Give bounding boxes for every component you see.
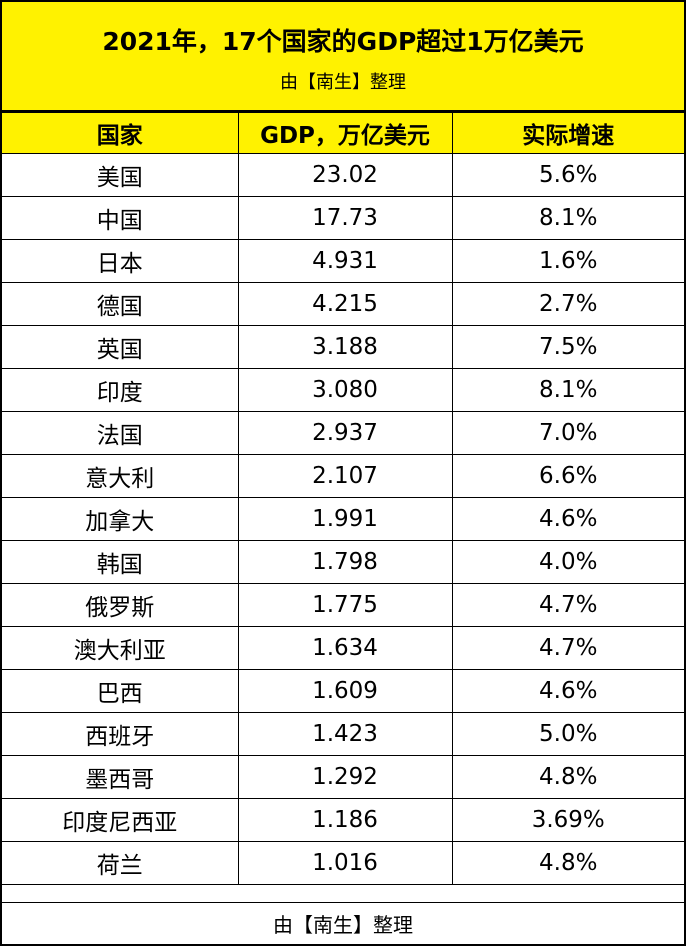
footer: 由【南生】整理: [2, 902, 684, 947]
table-row: 意大利 2.107 6.6%: [2, 454, 684, 498]
table-cell: 1.292: [237, 755, 453, 799]
table-row: 西班牙 1.423 5.0%: [2, 712, 684, 756]
table-row: 美国 23.02 5.6%: [2, 153, 684, 197]
table-cell: 2.7%: [451, 282, 684, 326]
table-cell: 印度: [2, 368, 239, 412]
table-cell: 3.69%: [451, 798, 684, 842]
table-row: 中国 17.73 8.1%: [2, 196, 684, 240]
table-cell: 加拿大: [2, 497, 239, 541]
table-row: 法国 2.937 7.0%: [2, 411, 684, 455]
table-row: 印度 3.080 8.1%: [2, 368, 684, 412]
table-cell: 1.991: [237, 497, 453, 541]
column-header: 实际增速: [451, 112, 684, 154]
table-cell: 4.0%: [451, 540, 684, 584]
table-cell: 23.02: [237, 153, 453, 197]
table-cell: 1.634: [237, 626, 453, 670]
table-row: 日本 4.931 1.6%: [2, 239, 684, 283]
table-cell: 德国: [2, 282, 239, 326]
table-cell: 7.0%: [451, 411, 684, 455]
table-cell: 意大利: [2, 454, 239, 498]
table-cell: 1.186: [237, 798, 453, 842]
table-cell: 荷兰: [2, 841, 239, 885]
table-row: 巴西 1.609 4.6%: [2, 669, 684, 713]
table-cell: 1.798: [237, 540, 453, 584]
table-cell: 3.080: [237, 368, 453, 412]
table-cell: 4.7%: [451, 626, 684, 670]
table-cell: 西班牙: [2, 712, 239, 756]
table-cell: 1.609: [237, 669, 453, 713]
table-cell: 5.6%: [451, 153, 684, 197]
table-cell: 6.6%: [451, 454, 684, 498]
table-row: 加拿大 1.991 4.6%: [2, 497, 684, 541]
table-row: 墨西哥 1.292 4.8%: [2, 755, 684, 799]
table-cell: 1.016: [237, 841, 453, 885]
table-cell: 4.215: [237, 282, 453, 326]
table-cell: 1.423: [237, 712, 453, 756]
table-cell: 印度尼西亚: [2, 798, 239, 842]
table-cell: 日本: [2, 239, 239, 283]
table-cell: 4.6%: [451, 669, 684, 713]
table-cell: 巴西: [2, 669, 239, 713]
table-cell: 4.8%: [451, 755, 684, 799]
table-cell: 俄罗斯: [2, 583, 239, 627]
table-cell: 法国: [2, 411, 239, 455]
table-cell: 2.107: [237, 454, 453, 498]
title-block: 2021年，17个国家的GDP超过1万亿美元 由【南生】整理: [2, 2, 684, 112]
table-row: 韩国 1.798 4.0%: [2, 540, 684, 584]
table-cell: 墨西哥: [2, 755, 239, 799]
gdp-table: 国家 GDP，万亿美元 实际增速 美国 23.02 5.6% 中国 17.73 8.1% 日本 4…: [2, 112, 684, 885]
table-cell: 2.937: [237, 411, 453, 455]
header-row: 国家 GDP，万亿美元 实际增速: [2, 112, 684, 154]
title: 2021年，17个国家的GDP超过1万亿美元: [102, 27, 584, 56]
table-cell: 5.0%: [451, 712, 684, 756]
table-cell: 1.775: [237, 583, 453, 627]
table-cell: 美国: [2, 153, 239, 197]
column-header: 国家: [2, 112, 239, 154]
table-row: 俄罗斯 1.775 4.7%: [2, 583, 684, 627]
table-row: 英国 3.188 7.5%: [2, 325, 684, 369]
subtitle: 由【南生】整理: [280, 72, 406, 93]
table-cell: 4.8%: [451, 841, 684, 885]
table-cell: 7.5%: [451, 325, 684, 369]
table-cell: 澳大利亚: [2, 626, 239, 670]
table-cell: 8.1%: [451, 368, 684, 412]
table-cell: 1.6%: [451, 239, 684, 283]
table-row: 德国 4.215 2.7%: [2, 282, 684, 326]
table-cell: 英国: [2, 325, 239, 369]
table-cell: 4.931: [237, 239, 453, 283]
table-cell: 4.6%: [451, 497, 684, 541]
column-header: GDP，万亿美元: [237, 112, 453, 154]
table-cell: 4.7%: [451, 583, 684, 627]
table-cell: 8.1%: [451, 196, 684, 240]
table-cell: 17.73: [237, 196, 453, 240]
table-row: 荷兰 1.016 4.8%: [2, 841, 684, 885]
table-cell: 韩国: [2, 540, 239, 584]
table-row: 澳大利亚 1.634 4.7%: [2, 626, 684, 670]
table-row: 印度尼西亚 1.186 3.69%: [2, 798, 684, 842]
table-cell: 3.188: [237, 325, 453, 369]
table-cell: 中国: [2, 196, 239, 240]
